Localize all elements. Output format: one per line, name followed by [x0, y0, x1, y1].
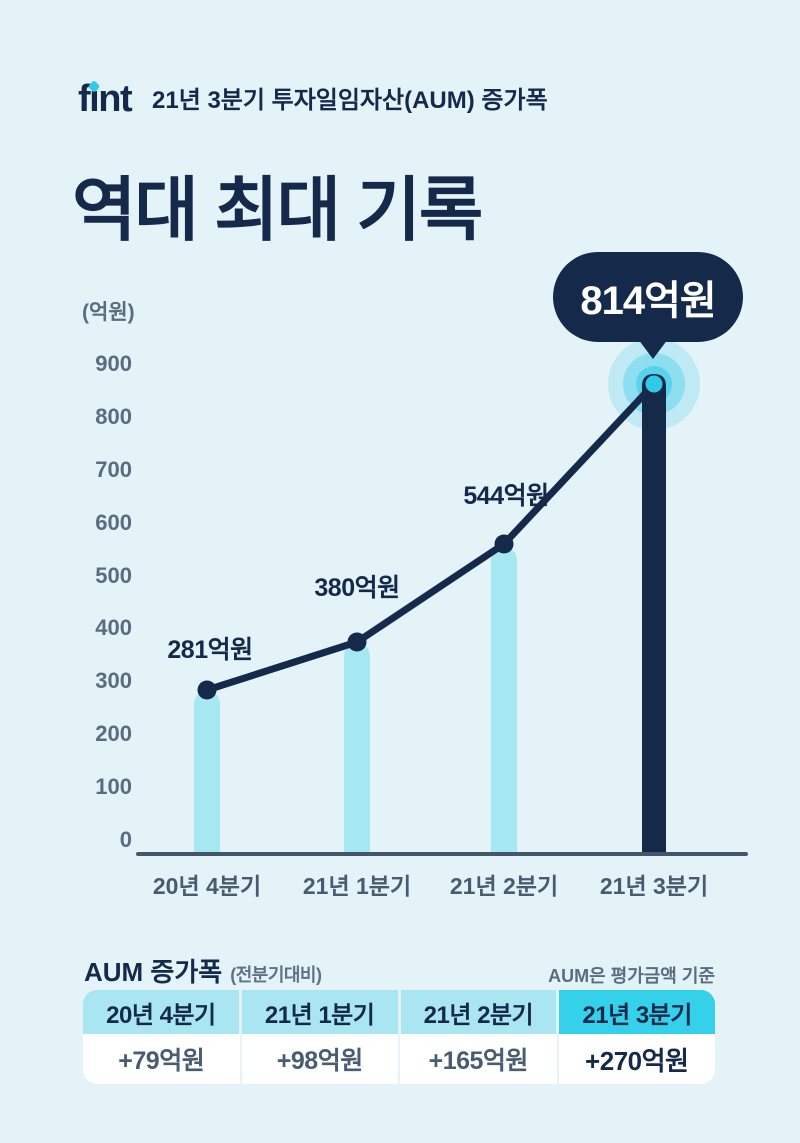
x-axis-label: 21년 1분기 [302, 873, 412, 899]
poster-title: 역대 최대 기록 [72, 170, 483, 249]
summary-title-text: AUM 증가폭 [84, 957, 223, 987]
x-axis-line [136, 852, 748, 856]
bar-21년 1분기 [344, 644, 370, 854]
bar-21년 2분기 [491, 548, 517, 854]
y-axis-tick: 0 [119, 827, 132, 852]
summary-col-value: +165억원 [398, 1034, 557, 1084]
y-axis-tick: 700 [95, 456, 132, 482]
summary-note: AUM은 평가금액 기준 [548, 966, 715, 986]
summary-col-header: 20년 4분기 [83, 990, 239, 1034]
x-axis-label: 20년 4분기 [152, 873, 262, 899]
y-axis-tick: 100 [95, 774, 132, 800]
x-axis-label: 21년 2분기 [449, 873, 559, 899]
y-axis-tick: 900 [95, 351, 132, 376]
y-axis-unit-label: (억원) [82, 301, 135, 324]
y-axis-tick: 600 [95, 509, 132, 535]
data-point [197, 680, 217, 700]
bar-21년 3분기 [642, 374, 666, 854]
y-axis-tick: 800 [95, 403, 132, 429]
callout-value: 814억원 [580, 279, 716, 323]
summary-col-header: 21년 3분기 [559, 990, 715, 1034]
logo-letter-i: ı [87, 78, 101, 120]
summary-table-value-row: +79억원 +98억원 +165억원 +270억원 [83, 1034, 715, 1084]
data-point-highlight [645, 375, 663, 393]
summary-table-header-row: 20년 4분기 21년 1분기 21년 2분기 21년 3분기 [83, 990, 715, 1034]
data-point [347, 632, 367, 652]
value-label: 380억원 [314, 574, 400, 602]
value-label: 544억원 [463, 482, 549, 510]
summary-col-value: +98억원 [239, 1034, 398, 1084]
bar-20년 4분기 [194, 692, 220, 854]
summary-title: AUM 증가폭 (전분기대비) [84, 952, 322, 989]
poster-subtitle: 21년 3분기 투자일임자산(AUM) 증가폭 [152, 87, 548, 114]
summary-col-value: +79억원 [83, 1034, 240, 1084]
x-axis-label: 21년 3분기 [599, 873, 709, 899]
y-axis-tick: 300 [95, 668, 132, 694]
summary-col-value: +270억원 [556, 1034, 715, 1084]
y-axis-tick: 500 [95, 562, 132, 588]
y-axis-tick: 200 [95, 721, 132, 747]
fint-logo-text: fı nt [78, 78, 133, 120]
y-axis-tick: 400 [95, 615, 132, 641]
callout-bubble: 814억원 [553, 252, 743, 342]
summary-col-header: 21년 1분기 [241, 990, 398, 1034]
trend-line [203, 380, 658, 694]
callout-bubble-tail-icon [638, 339, 668, 359]
data-point [494, 534, 514, 554]
fint-logo: fı nt [78, 78, 133, 120]
value-label: 281억원 [167, 636, 253, 664]
summary-col-header: 21년 2분기 [400, 990, 557, 1034]
summary-table: 20년 4분기 21년 1분기 21년 2분기 21년 3분기 +79억원 +98억원 +… [83, 990, 715, 1084]
summary-title-suffix: (전분기대비) [230, 965, 322, 985]
